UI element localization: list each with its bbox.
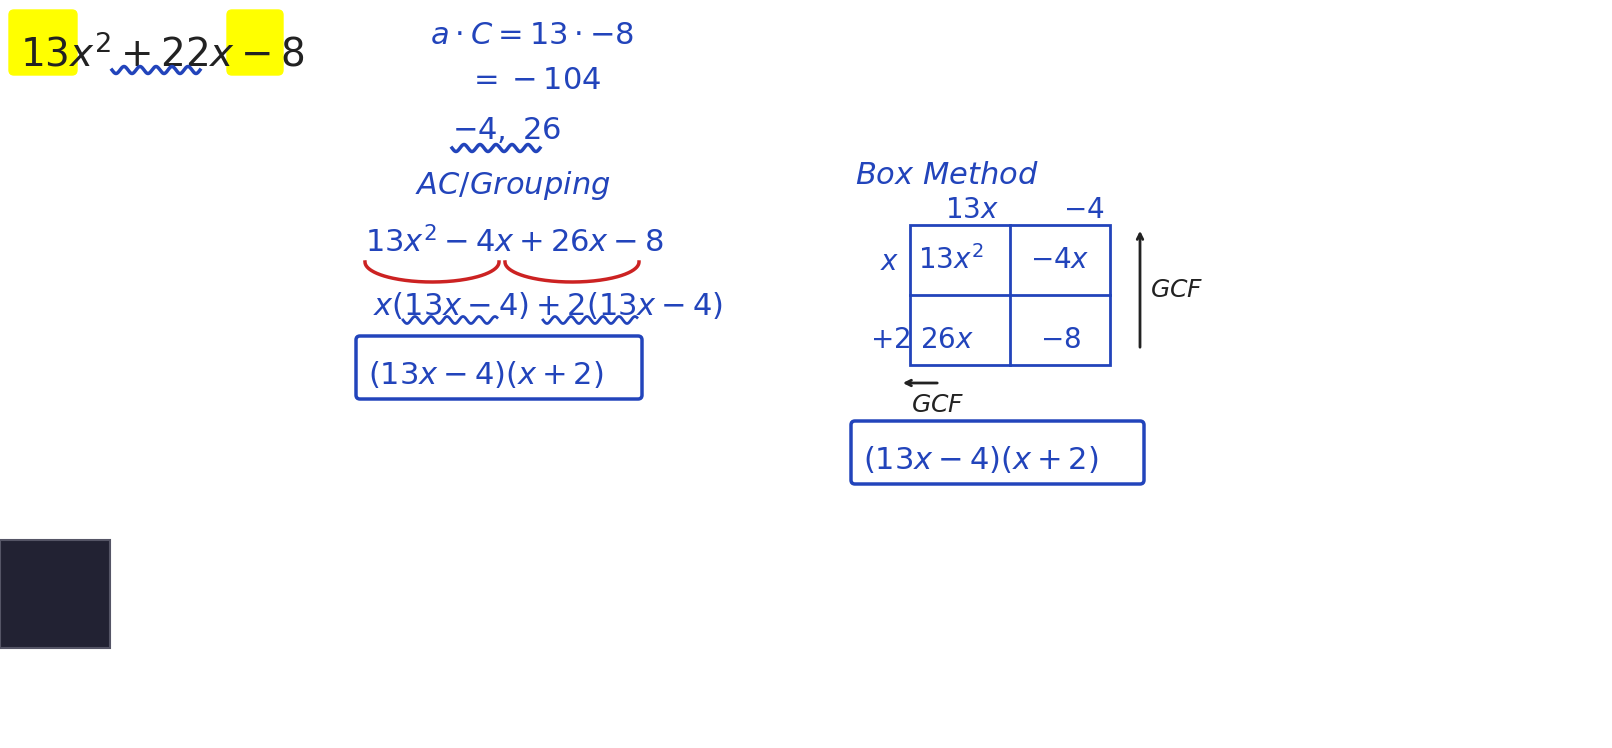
Text: $-8$: $-8$ [1040,326,1082,354]
Bar [0,540,110,648]
Text: $+2$: $+2$ [870,326,911,354]
Text: $(13x - 4)(x + 2)$: $(13x - 4)(x + 2)$ [862,444,1098,474]
Text: $13x^2$: $13x^2$ [917,245,983,275]
Text: $GCF$: $GCF$ [1149,278,1204,302]
Text: $(13x - 4)(x + 2)$: $(13x - 4)(x + 2)$ [368,358,603,390]
Text: $= -104$: $= -104$ [467,66,601,94]
Text: $-4,\ 26$: $-4,\ 26$ [451,115,561,145]
Text: $13x$: $13x$ [945,196,999,224]
Text: $-4$: $-4$ [1062,196,1104,224]
Text: $13x^2 - 4x + 26x - 8$: $13x^2 - 4x + 26x - 8$ [364,226,664,258]
Text: $x$: $x$ [880,248,899,276]
FancyBboxPatch shape [227,10,284,75]
Text: $26x$: $26x$ [920,326,974,354]
Text: $AC/Grouping$: $AC/Grouping$ [414,168,611,201]
Text: $GCF$: $GCF$ [911,393,964,417]
FancyBboxPatch shape [10,10,77,75]
Text: $a \cdot C = 13 \cdot {-8}$: $a \cdot C = 13 \cdot {-8}$ [430,20,635,49]
Text: $13x^2 + 22x - 8$: $13x^2 + 22x - 8$ [19,35,305,75]
Text: $Box\ Method$: $Box\ Method$ [854,161,1040,189]
Text: $-4x$: $-4x$ [1030,246,1090,274]
Text: $x(13x - 4) + 2(13x - 4)$: $x(13x - 4) + 2(13x - 4)$ [372,289,724,320]
Bar [911,225,1111,365]
